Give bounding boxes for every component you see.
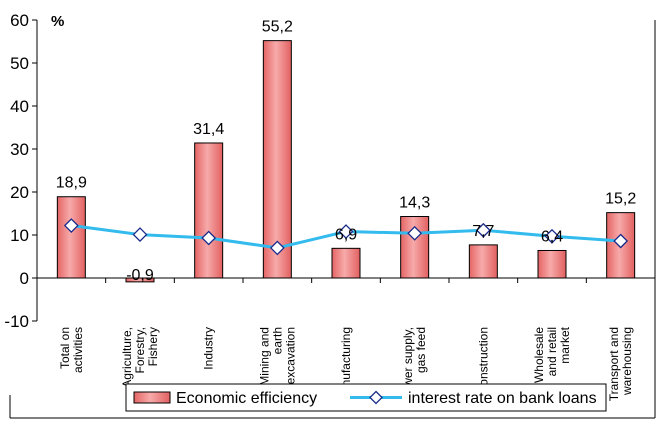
category-label: Mining andearthexcavation (257, 327, 297, 386)
legend-label-interest-rate: interest rate on bank loans (408, 390, 597, 407)
interest-rate-point (269, 240, 285, 256)
legend-swatch-bar (133, 391, 171, 404)
bar-value-label: 14,3 (399, 195, 430, 212)
bar (56, 196, 86, 279)
y-tick-label: 0 (20, 269, 29, 288)
bar-value-label: 31,4 (193, 121, 224, 138)
bar (262, 40, 292, 279)
interest-rate-point (407, 225, 423, 241)
bar-value-label: 15,2 (605, 191, 636, 208)
bar (468, 244, 498, 279)
y-tick-label: 20 (10, 183, 29, 202)
interest-rate-point (132, 227, 148, 242)
bar (125, 277, 155, 283)
bar-value-label: 7,7 (472, 223, 494, 240)
interest-rate-point (338, 224, 354, 239)
bar (537, 249, 567, 279)
y-tick-label: 50 (10, 54, 29, 73)
bar (331, 247, 361, 279)
y-axis-label: % (51, 13, 64, 30)
category-label: Industry (202, 327, 216, 370)
y-tick-label: 10 (10, 226, 29, 245)
bar-value-label: 6,9 (335, 226, 357, 243)
legend-label-economic-efficiency: Economic efficiency (176, 390, 317, 407)
category-label: Total onactivities (58, 327, 85, 373)
interest-rate-point (544, 228, 560, 244)
bar-value-label: 6,4 (541, 228, 563, 245)
bar (400, 216, 430, 279)
y-tick-label: 40 (10, 97, 29, 116)
y-tick-label: 30 (10, 140, 29, 159)
interest-rate-point (613, 233, 629, 249)
bar-value-label: -0,9 (126, 267, 154, 284)
category-label: Construction (476, 327, 490, 394)
category-label: Power supply,gas feed (401, 327, 428, 401)
interest-rate-point (475, 222, 491, 238)
bar-value-label: 18,9 (56, 175, 87, 192)
y-tick-label: -10 (4, 312, 29, 331)
interest-rate-point (201, 230, 217, 246)
legend-swatch-diamond (369, 390, 383, 405)
y-tick-label: 60 (10, 11, 29, 30)
category-label: Agriculture,Forestry,Fishery (120, 327, 160, 388)
bar-value-label: 55,2 (262, 19, 293, 36)
category-label: Transport andwarehousing (607, 327, 634, 401)
bar (194, 142, 224, 279)
interest-rate-point (63, 218, 79, 233)
category-label: Wholesaleand retailmarket (532, 326, 572, 383)
